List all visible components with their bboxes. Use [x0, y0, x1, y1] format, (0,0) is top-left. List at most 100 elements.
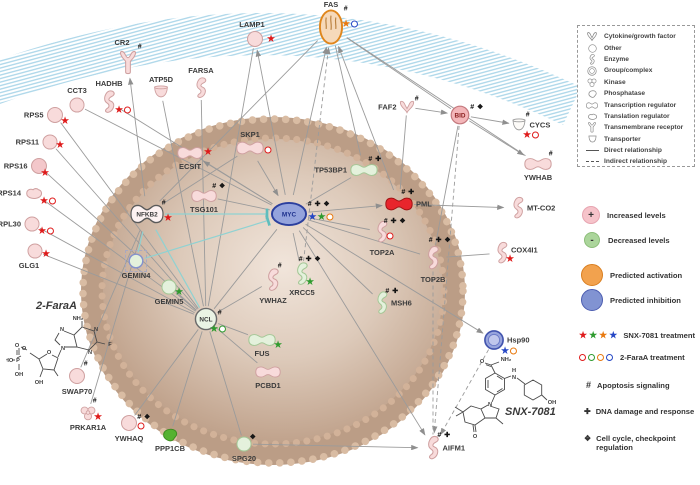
treatment-marks [137, 422, 145, 430]
legend-label: Predicted inhibition [610, 295, 681, 305]
legend-item-kinase: Kinase [585, 77, 694, 88]
treatment-marks: ★ [42, 249, 50, 259]
green-star-icon: ★ [305, 276, 315, 287]
red-star-icon: ★ [55, 139, 65, 150]
svg-text:OH: OH [35, 380, 43, 386]
node-label: MT-CO2 [527, 203, 556, 213]
treatment-marks [264, 146, 272, 154]
circle-icon [42, 134, 58, 150]
activation-circle-icon [581, 264, 603, 286]
svg-text:OH: OH [548, 400, 556, 406]
node-label: PML [416, 199, 432, 209]
hsp90-icon [484, 330, 504, 350]
circle-icon [450, 105, 470, 125]
node-label: BID [454, 112, 466, 119]
edge-SPG20-AIFM1 [252, 443, 419, 451]
node-label: ECSIT [178, 162, 202, 171]
legend-label: Phosphatase [604, 90, 646, 98]
shape-legend: Cytokine/growth factor Other Enzyme Group/c… [577, 25, 695, 167]
node-label: YWHAB [523, 173, 553, 182]
edge-MYC-FAS [292, 46, 328, 196]
svg-text:OH: OH [15, 372, 23, 378]
increased-circle-icon: + [582, 206, 600, 224]
compound-snx7081: O NH₂ H N OH N O SNX-7081 [443, 354, 558, 446]
circle-icon [69, 368, 86, 385]
legend-label: 2-FaraA treatment [620, 353, 685, 362]
legend-label: Direct relationship [604, 147, 662, 155]
inhibition-circle-icon [581, 289, 603, 311]
red-ring-icon [532, 131, 540, 139]
edge-PPP1CB-NCL [172, 331, 203, 427]
myc-icon [270, 201, 308, 227]
legend-cell-cycle: ❖ Cell cycle, checkpoint regulation [584, 434, 692, 452]
transcription-icon [585, 101, 599, 109]
circle-icon [47, 107, 64, 124]
edge-MYC-MSH6 [302, 227, 373, 295]
edge-NFKB2-SKP1 [161, 155, 238, 205]
circle-icon [69, 97, 85, 113]
node-label: AIFM1 [442, 443, 466, 453]
node-label: YWHAZ [259, 296, 287, 305]
legend-label: Transcription regulator [604, 101, 677, 109]
green-ring-icon [588, 354, 595, 361]
svg-text:NH₂: NH₂ [73, 316, 84, 322]
circle-icon [161, 279, 177, 295]
red-star-icon: ★ [39, 195, 49, 206]
edge-FAS-BID [346, 37, 452, 110]
circle-icon [194, 307, 218, 331]
translation-icon [24, 187, 44, 200]
circle-icon [247, 31, 264, 48]
pathway-marks: # [277, 262, 283, 270]
legend-fara-treatment: 2-FaraA treatment [579, 353, 685, 362]
green-star-icon: ★ [317, 211, 326, 222]
treatment-marks: ★ [506, 254, 514, 264]
circle-icon [121, 415, 138, 432]
svg-text:F: F [108, 342, 112, 348]
legend-label: Kinase [604, 78, 626, 86]
legend-label: SNX-7081 treatment [623, 331, 696, 340]
node-label: TOP2B [420, 274, 446, 284]
blue-star-icon: ★ [308, 211, 317, 222]
legend-decreased-levels: - Decreased levels [584, 232, 670, 248]
cytokine-icon [399, 100, 415, 114]
enzyme-icon [376, 291, 388, 315]
edge-CCT3-MYC [84, 108, 272, 206]
svg-text:H: H [512, 368, 516, 374]
enzyme-icon [195, 77, 207, 99]
edge-NFKB2-CR2 [128, 77, 146, 197]
node-label: COX4I1 [511, 245, 538, 255]
transporter-icon [585, 135, 599, 143]
node-label: FAF2 [378, 102, 397, 112]
transporter-icon [153, 85, 169, 99]
direct-line-icon [585, 150, 599, 152]
treatment-marks: ★ ★ [308, 211, 334, 222]
green-star-icon: ★ [174, 286, 184, 297]
edge-TOP2B-COX4I1 [446, 253, 490, 258]
dumbbell-icon [236, 141, 264, 156]
treatment-marks: ★ [41, 168, 49, 178]
pathway-marks: # [83, 360, 89, 368]
pathway-marks: # ✚ ❖ [383, 218, 407, 225]
edge-YWHAQ-NCL [134, 329, 199, 416]
node-label: GEMIN4 [121, 271, 151, 280]
pathway-marks: # ✚ [385, 288, 399, 295]
red-ring-icon [137, 422, 145, 430]
legend-dna-damage: ✚ DNA damage and response [584, 407, 694, 416]
node-label: NCL [199, 316, 213, 323]
edge-NCL-MYC [213, 229, 278, 310]
red-star-icon: ★ [60, 115, 70, 126]
enzyme-icon [103, 90, 116, 114]
treatment-marks: ★ [60, 115, 70, 126]
node-label: RPS16 [3, 161, 28, 171]
legend-label: Enzyme [604, 55, 629, 63]
node-label: GEMIN5 [154, 297, 184, 306]
enzyme-icon [427, 435, 440, 461]
edge-MYC-TOP2A [308, 217, 370, 231]
pathway-marks: # ✚ ❖ [428, 237, 452, 244]
node-label: MSH6 [391, 298, 412, 308]
dumbbell-icon [191, 189, 217, 203]
orange-star-icon: ★ [341, 18, 351, 29]
pathway-marks: # [92, 397, 98, 405]
edge-PML-MT-CO2 [413, 204, 505, 210]
